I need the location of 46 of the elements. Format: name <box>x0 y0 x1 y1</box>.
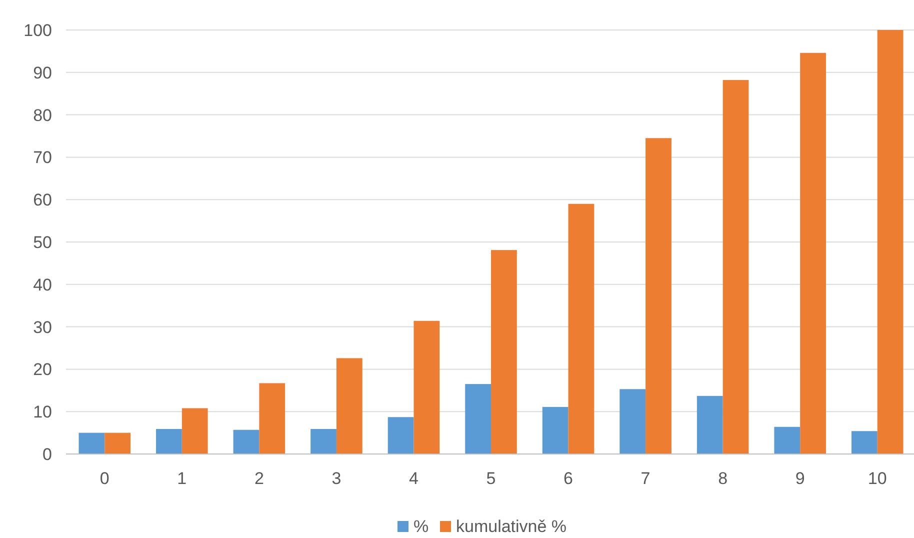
bar <box>722 80 749 454</box>
bar <box>491 250 517 454</box>
y-tick-label: 70 <box>33 148 52 168</box>
y-tick-label: 100 <box>24 20 52 40</box>
bar <box>877 30 904 454</box>
x-tick-label: 0 <box>100 469 110 488</box>
bar <box>182 408 208 454</box>
y-tick-label: 60 <box>33 190 52 210</box>
bar <box>259 383 286 454</box>
y-tick-label: 50 <box>33 232 52 252</box>
y-tick-label: 30 <box>33 318 52 337</box>
legend-label: kumulativně % <box>456 517 567 536</box>
bar <box>800 52 826 454</box>
x-tick-label: 4 <box>408 469 418 488</box>
bar <box>646 138 672 454</box>
y-tick-label: 40 <box>33 275 52 294</box>
bar <box>310 428 336 454</box>
bar <box>774 426 800 454</box>
y-tick-label: 10 <box>33 402 52 422</box>
x-tick-label: 3 <box>332 469 342 488</box>
y-tick-label: 80 <box>33 106 52 125</box>
bar <box>388 417 414 454</box>
bar <box>156 428 182 454</box>
bar <box>465 384 491 454</box>
bar <box>233 430 260 454</box>
y-tick-label: 90 <box>33 63 52 82</box>
bar <box>104 432 131 454</box>
bar <box>620 389 646 454</box>
bar <box>568 204 594 454</box>
y-tick-label: 0 <box>42 444 52 464</box>
x-tick-label: 9 <box>795 469 805 488</box>
bar <box>414 320 440 454</box>
bar <box>696 396 723 454</box>
bar <box>542 406 568 454</box>
x-tick-label: 10 <box>868 469 887 488</box>
bar <box>851 431 878 454</box>
legend-label: % <box>414 517 429 536</box>
x-tick-label: 6 <box>564 469 574 488</box>
x-tick-label: 5 <box>486 469 496 488</box>
bar <box>78 432 105 454</box>
x-tick-label: 1 <box>177 469 187 488</box>
x-tick-label: 7 <box>640 469 650 488</box>
bar <box>336 358 362 454</box>
x-tick-label: 2 <box>254 469 264 488</box>
x-tick-label: 8 <box>718 469 728 488</box>
y-tick-label: 20 <box>33 360 52 380</box>
